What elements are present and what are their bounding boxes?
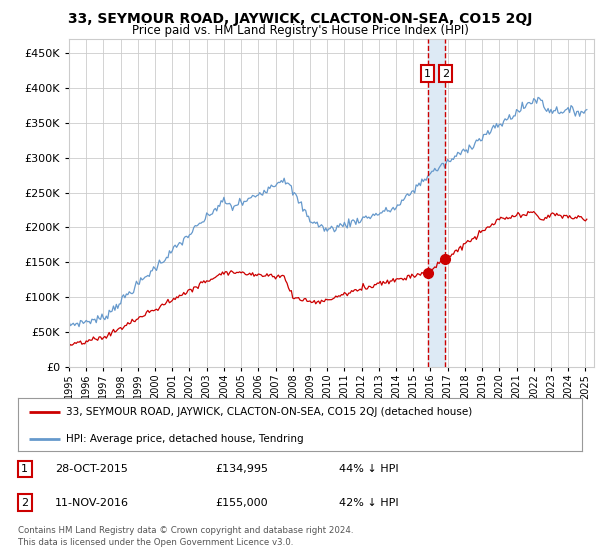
Bar [428,39,445,367]
Text: Contains HM Land Registry data © Crown copyright and database right 2024.
This d: Contains HM Land Registry data © Crown c… [18,526,353,547]
Text: 33, SEYMOUR ROAD, JAYWICK, CLACTON-ON-SEA, CO15 2QJ: 33, SEYMOUR ROAD, JAYWICK, CLACTON-ON-SE… [68,12,532,26]
Text: 1: 1 [21,464,28,474]
Text: 2: 2 [21,498,28,507]
Text: 42% ↓ HPI: 42% ↓ HPI [340,498,399,507]
Text: 33, SEYMOUR ROAD, JAYWICK, CLACTON-ON-SEA, CO15 2QJ (detached house): 33, SEYMOUR ROAD, JAYWICK, CLACTON-ON-SE… [66,407,472,417]
Text: £155,000: £155,000 [215,498,268,507]
Text: £134,995: £134,995 [215,464,268,474]
Text: 44% ↓ HPI: 44% ↓ HPI [340,464,399,474]
Text: 1: 1 [424,68,431,78]
Text: HPI: Average price, detached house, Tendring: HPI: Average price, detached house, Tend… [66,434,304,444]
Text: 2: 2 [442,68,449,78]
Text: Price paid vs. HM Land Registry's House Price Index (HPI): Price paid vs. HM Land Registry's House … [131,24,469,36]
Text: 11-NOV-2016: 11-NOV-2016 [55,498,128,507]
Text: 28-OCT-2015: 28-OCT-2015 [55,464,128,474]
